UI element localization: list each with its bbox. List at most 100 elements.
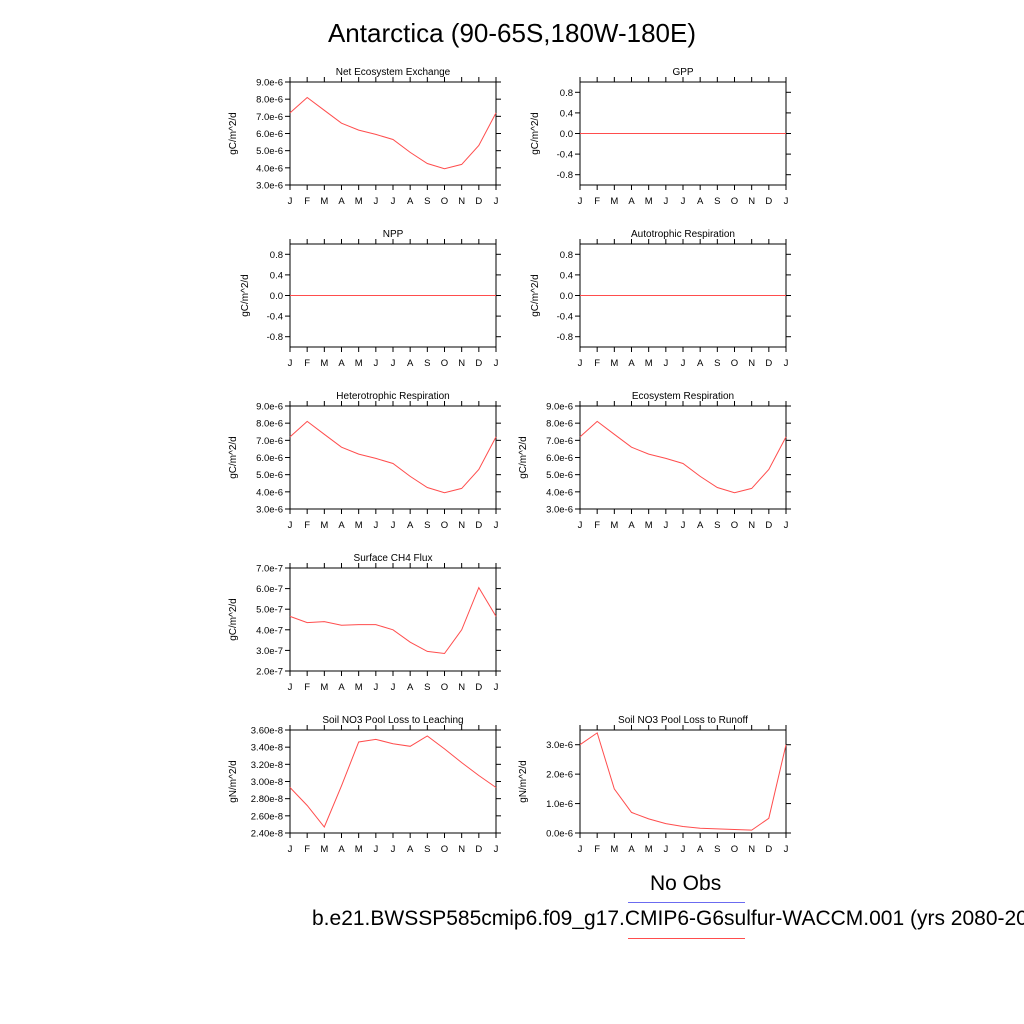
- panel-3-ytick-label: 0.8: [270, 250, 283, 261]
- panel-3-xtick-label: M: [320, 358, 328, 369]
- panel-2-xtick-label: D: [765, 196, 772, 207]
- panel-8-xtick-label: S: [424, 844, 430, 855]
- panel-6-xtick-label: D: [765, 520, 772, 531]
- panel-9-xtick-label: A: [628, 844, 635, 855]
- legend-model-label: b.e21.BWSSP585cmip6.f09_g17.CMIP6-G6sulf…: [312, 907, 1024, 930]
- panel-9-frame: [579, 729, 787, 834]
- panel-8-xtick-label: J: [391, 844, 396, 855]
- panel-5-xtick-label: J: [288, 520, 293, 531]
- panel-1-ytick-label: 3.0e-6: [256, 181, 283, 192]
- panel-5-frame: [289, 405, 497, 510]
- panel-5-ytick-label: 4.0e-6: [256, 487, 283, 498]
- panel-8-xtick-label: N: [458, 844, 465, 855]
- panel-6-ytick-label: 4.0e-6: [546, 487, 573, 498]
- panel-2-xtick-label: J: [784, 196, 789, 207]
- panel-1-xtick-label: S: [424, 196, 430, 207]
- panel-1-xtick-label: J: [288, 196, 293, 207]
- panel-8-xtick-label: D: [475, 844, 482, 855]
- panel-1-xtick-label: O: [441, 196, 448, 207]
- panel-3-xtick-label: S: [424, 358, 430, 369]
- panel-5-ytick-label: 3.0e-6: [256, 505, 283, 516]
- panel-1-xtick-label: D: [475, 196, 482, 207]
- panel-5-series-line: [289, 420, 497, 494]
- panel-4-xtick-label: A: [628, 358, 635, 369]
- panel-6-xtick-label: A: [697, 520, 704, 531]
- panel-5-xtick-label: J: [391, 520, 396, 531]
- panel-8-ytick-label: 3.20e-8: [251, 760, 283, 771]
- panel-4-xtick-label: M: [610, 358, 618, 369]
- panel-7-series-line: [289, 586, 497, 655]
- legend-model-line: [628, 938, 745, 939]
- panel-9-ytick-label: 1.0e-6: [546, 799, 573, 810]
- panel-9-xtick-label: M: [610, 844, 618, 855]
- panel-8-xtick-label: J: [288, 844, 293, 855]
- panel-4-ytick-label: 0.4: [560, 270, 573, 281]
- panel-2-xtick-label: N: [748, 196, 755, 207]
- panel-8-title: Soil NO3 Pool Loss to Leaching: [322, 715, 463, 726]
- panel-4-title: Autotrophic Respiration: [631, 229, 735, 240]
- panel-5-xtick-label: M: [320, 520, 328, 531]
- panel-5-xtick-label: D: [475, 520, 482, 531]
- panel-5-xtick-label: O: [441, 520, 448, 531]
- panel-9-xtick-label: J: [578, 844, 583, 855]
- panel-1-xtick-label: M: [320, 196, 328, 207]
- panel-1-xtick-label: M: [355, 196, 363, 207]
- panel-5-xtick-label: J: [494, 520, 499, 531]
- panel-8-ytick-label: 2.40e-8: [251, 829, 283, 840]
- panel-9-ytick-label: 2.0e-6: [546, 770, 573, 781]
- panel-2-ytick-label: -0.4: [557, 150, 573, 161]
- panel-1-series-line: [289, 96, 497, 170]
- panel-7-xtick-label: F: [304, 682, 310, 693]
- panel-9-xtick-label: J: [663, 844, 668, 855]
- panel-8-ytick-label: 2.80e-8: [251, 794, 283, 805]
- panel-7-xtick-label: A: [407, 682, 414, 693]
- panel-8-xtick-label: O: [441, 844, 448, 855]
- panel-1-xtick-label: J: [373, 196, 378, 207]
- panel-6-series-line: [579, 420, 787, 494]
- panel-8-xtick-label: A: [338, 844, 345, 855]
- panel-6-xtick-label: M: [610, 520, 618, 531]
- panel-5-title: Heterotrophic Respiration: [336, 391, 449, 402]
- panel-7-ytick-label: 7.0e-7: [256, 564, 283, 575]
- panel-1-ytick-label: 7.0e-6: [256, 112, 283, 123]
- panel-1-ytick-label: 6.0e-6: [256, 129, 283, 140]
- panel-3-xtick-label: A: [407, 358, 414, 369]
- panel-9-xtick-label: D: [765, 844, 772, 855]
- panel-8-ylabel: gN/m^2/d: [228, 760, 239, 803]
- panel-5-ytick-label: 5.0e-6: [256, 470, 283, 481]
- panel-9-xtick-label: O: [731, 844, 738, 855]
- panel-4-xtick-label: J: [663, 358, 668, 369]
- panel-4-xtick-label: J: [578, 358, 583, 369]
- panel-3-xtick-label: J: [288, 358, 293, 369]
- panel-1-ylabel: gC/m^2/d: [228, 112, 239, 155]
- legend-obs-line: [628, 902, 745, 903]
- panel-4-xtick-label: M: [645, 358, 653, 369]
- panel-3-ylabel: gC/m^2/d: [240, 274, 251, 317]
- panel-1-ytick-label: 9.0e-6: [256, 78, 283, 89]
- panel-2-ytick-label: 0.4: [560, 108, 573, 119]
- panel-2-xtick-label: S: [714, 196, 720, 207]
- panel-5-xtick-label: A: [338, 520, 345, 531]
- panel-6-ytick-label: 3.0e-6: [546, 505, 573, 516]
- panel-8-series-line: [289, 735, 497, 828]
- panel-3-xtick-label: N: [458, 358, 465, 369]
- panel-8-ytick-label: 2.60e-8: [251, 811, 283, 822]
- panel-5-xtick-label: F: [304, 520, 310, 531]
- panel-9-ytick-label: 0.0e-6: [546, 829, 573, 840]
- panel-2-ytick-label: 0.0: [560, 129, 573, 140]
- panel-8-xtick-label: M: [355, 844, 363, 855]
- panel-8-xtick-label: F: [304, 844, 310, 855]
- panel-4-xtick-label: A: [697, 358, 704, 369]
- panel-8-xtick-label: J: [494, 844, 499, 855]
- panel-7-ytick-label: 6.0e-7: [256, 584, 283, 595]
- panel-6-title: Ecosystem Respiration: [632, 391, 734, 402]
- panel-1-xtick-label: J: [391, 196, 396, 207]
- panel-8-ytick-label: 3.60e-8: [251, 726, 283, 737]
- panel-7-xtick-label: M: [355, 682, 363, 693]
- panel-5-xtick-label: J: [373, 520, 378, 531]
- panel-2-xtick-label: F: [594, 196, 600, 207]
- panel-7-xtick-label: O: [441, 682, 448, 693]
- panel-9-ylabel: gN/m^2/d: [518, 760, 529, 803]
- legend-obs-label: No Obs: [650, 872, 722, 895]
- panel-4-xtick-label: S: [714, 358, 720, 369]
